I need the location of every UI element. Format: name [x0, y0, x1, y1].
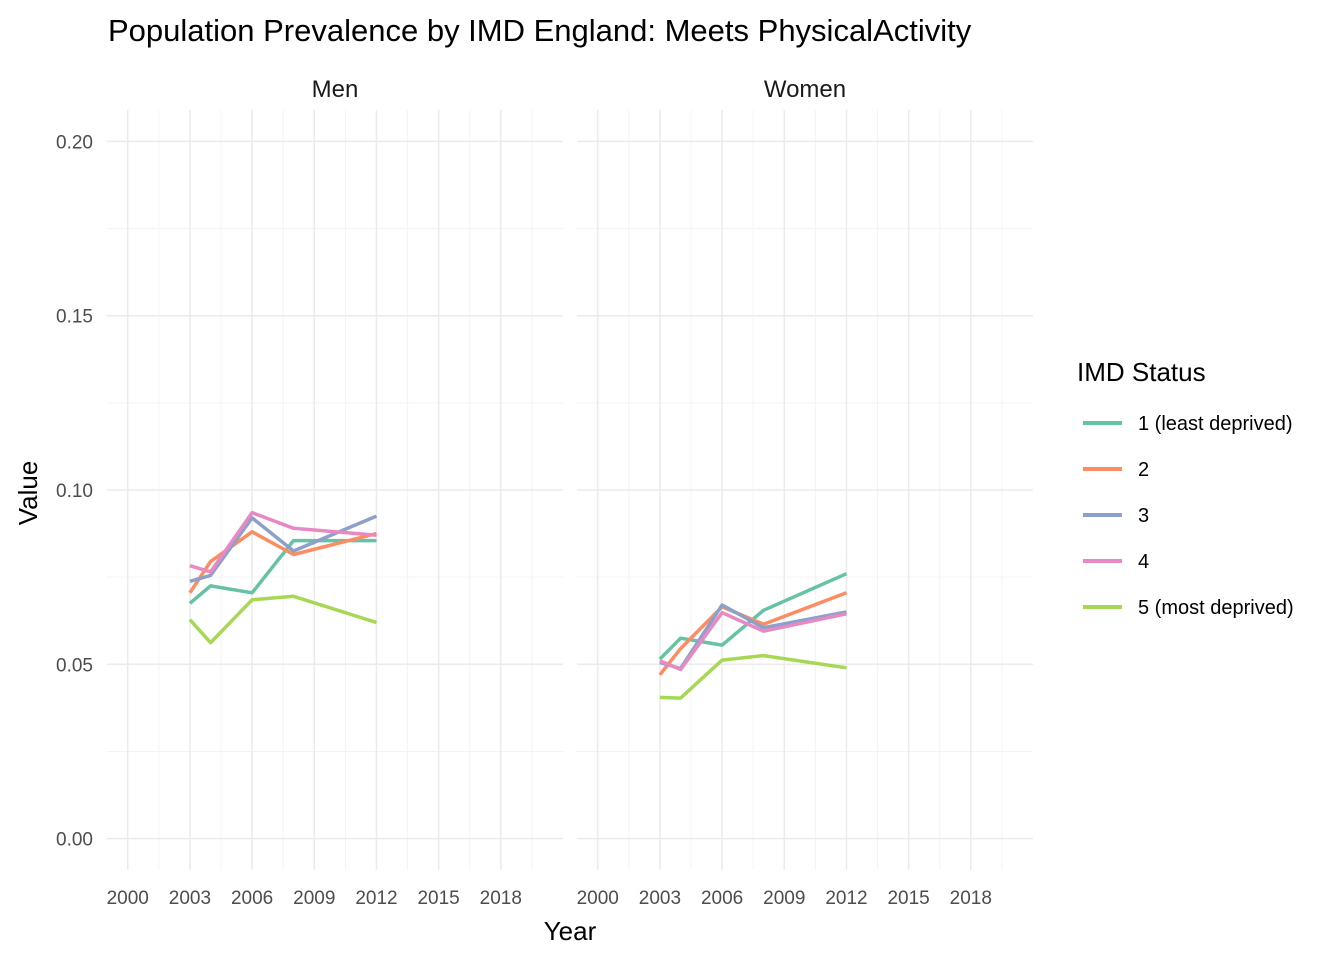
facet-panel-men: Men 2000 2003 2006 2009 2012 2015 2018 0.00 0.05 0…: [56, 76, 563, 909]
x-tick-label: 2015: [417, 888, 459, 909]
series-line-5-women: [659, 653, 847, 700]
legend-label: 1 (least deprived): [1138, 413, 1293, 435]
legend-label: 3: [1138, 505, 1149, 527]
x-tick-label: 2000: [107, 888, 149, 909]
x-tick-label: 2012: [825, 888, 867, 909]
legend-title: IMD Status: [1077, 357, 1206, 387]
legend-item: 5 (most deprived): [1083, 597, 1294, 619]
x-tick-label: 2006: [231, 888, 273, 909]
x-tick-label: 2000: [577, 888, 619, 909]
x-tick-label: 2018: [480, 888, 522, 909]
legend-label: 5 (most deprived): [1138, 597, 1294, 619]
series-line-2-men: [188, 530, 377, 594]
x-tick-label: 2009: [763, 888, 805, 909]
x-tick-label: 2003: [639, 888, 681, 909]
legend-item: 3: [1083, 505, 1149, 527]
series-line-4-women: [659, 610, 847, 672]
facet-label: Men: [312, 76, 359, 103]
legend-item: 4: [1083, 551, 1149, 573]
facet-panel-women: Women 2000 2003 2006 2009 2012 2015 2018: [577, 76, 1033, 909]
x-tick-label: 2006: [701, 888, 743, 909]
y-tick-label: 0.20: [56, 132, 93, 153]
x-tick-label: 2018: [950, 888, 992, 909]
x-axis-title: Year: [544, 916, 597, 946]
y-tick-label: 0.05: [56, 655, 93, 676]
y-tick-label: 0.15: [56, 307, 93, 328]
legend-label: 4: [1138, 551, 1149, 573]
x-tick-label: 2015: [887, 888, 929, 909]
facet-panels: Men 2000 2003 2006 2009 2012 2015 2018 0.00 0.05 0…: [56, 76, 1033, 909]
y-tick-label: 0.00: [56, 830, 93, 851]
series-line-3-men: [189, 514, 378, 583]
x-tick-label: 2012: [355, 888, 397, 909]
legend: IMD Status 1 (least deprived) 2 3 4 5 (most …: [1077, 357, 1294, 619]
series-line-5-men: [188, 594, 378, 645]
x-tick-label: 2009: [293, 888, 335, 909]
series-line-4-men: [189, 510, 377, 574]
y-axis-title: Value: [13, 461, 43, 526]
series-line-1-women: [658, 572, 848, 661]
chart-title: Population Prevalence by IMD England: Me…: [108, 13, 972, 48]
x-tick-label: 2003: [169, 888, 211, 909]
y-tick-label: 0.10: [56, 481, 93, 502]
facet-label: Women: [764, 76, 846, 103]
legend-item: 1 (least deprived): [1083, 413, 1293, 435]
legend-item: 2: [1083, 459, 1149, 481]
legend-label: 2: [1138, 459, 1149, 481]
